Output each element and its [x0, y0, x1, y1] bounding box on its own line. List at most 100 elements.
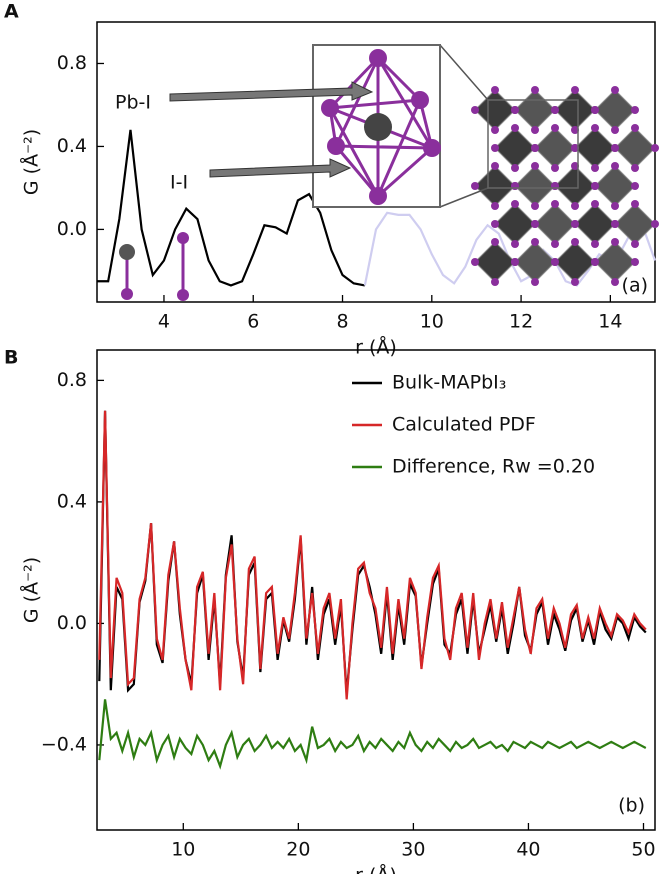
crystal-atom: [591, 200, 599, 208]
crystal-atom: [551, 106, 559, 114]
pb-atom: [119, 244, 135, 260]
crystal-atom: [511, 240, 519, 248]
crystal-atom: [531, 144, 539, 152]
crystal-atom: [491, 238, 499, 246]
crystal-octahedron: [554, 89, 596, 131]
arrow: [169, 81, 374, 102]
crystal-atom: [491, 144, 499, 152]
x-tick-label: 50: [631, 839, 655, 861]
zoom-line: [439, 44, 489, 101]
y-tick-label: −0.4: [41, 733, 87, 755]
crystal-atom: [531, 202, 539, 210]
x-axis-label: r (Å): [355, 336, 397, 359]
crystal-octahedron: [514, 241, 556, 283]
crystal-atom: [471, 258, 479, 266]
crystal-octahedron: [594, 165, 636, 207]
crystal-octahedron: [554, 165, 596, 207]
x-axis-label: r (Å): [355, 864, 397, 874]
crystal-octahedron: [594, 89, 636, 131]
i-atoms: [321, 49, 441, 205]
legend-label: Calculated PDF: [392, 414, 536, 436]
crystal-octahedron: [514, 165, 556, 207]
x-tick-label: 14: [598, 311, 622, 333]
crystal-octahedron: [614, 203, 656, 245]
series-line: [98, 410, 647, 700]
crystal-atom: [611, 278, 619, 286]
crystal-atom: [631, 258, 639, 266]
crystal-atom: [591, 258, 599, 266]
legend-label: Bulk-MAPbI₃: [392, 372, 506, 394]
crystal-atom: [511, 164, 519, 172]
crystal-atom: [651, 220, 659, 228]
crystal-atom: [551, 182, 559, 190]
crystal-atom: [531, 126, 539, 134]
crystal-atom: [531, 238, 539, 246]
annotation: I-I: [170, 172, 188, 194]
crystal-atom: [511, 124, 519, 132]
crystal-atom: [531, 162, 539, 170]
crystal-atom: [491, 126, 499, 134]
crystal-atom: [571, 278, 579, 286]
crystal-octahedron: [534, 203, 576, 245]
crystal-octahedron: [474, 165, 516, 207]
panel-label: A: [4, 1, 19, 23]
i-atom: [177, 232, 189, 244]
crystal-atom: [511, 182, 519, 190]
crystal-atom: [631, 164, 639, 172]
crystal-atom: [471, 182, 479, 190]
annotation: Pb-I: [115, 92, 151, 114]
panel-label: B: [4, 347, 18, 369]
crystal-atom: [591, 182, 599, 190]
x-tick-label: 12: [509, 311, 533, 333]
crystal-octahedron: [514, 89, 556, 131]
plot-frame: [96, 21, 656, 303]
x-tick-label: 20: [286, 839, 310, 861]
y-tick-label: 0.0: [57, 612, 87, 634]
crystal-atom: [591, 106, 599, 114]
crystal-atom: [571, 86, 579, 94]
crystal-atom: [571, 162, 579, 170]
crystal-atom: [631, 106, 639, 114]
y-tick-label: 0.8: [57, 369, 87, 391]
crystal-atom: [531, 86, 539, 94]
y-tick-label: 0.4: [57, 490, 87, 512]
crystal-atom: [511, 258, 519, 266]
x-tick-label: 10: [420, 311, 444, 333]
crystal-atom: [631, 124, 639, 132]
i-atom: [177, 289, 189, 301]
crystal-atom: [511, 200, 519, 208]
crystal-atom: [631, 182, 639, 190]
crystal-atom: [491, 86, 499, 94]
crystal-atom: [611, 144, 619, 152]
crystal-octahedron: [574, 203, 616, 245]
plot-frame: [96, 349, 656, 831]
x-tick-label: 4: [158, 311, 170, 333]
crystal-atom: [491, 162, 499, 170]
crystal-atom: [631, 240, 639, 248]
crystal-atom: [511, 106, 519, 114]
crystal-atom: [531, 220, 539, 228]
crystal-atom: [491, 220, 499, 228]
series-line: [98, 410, 647, 694]
legend-label: Difference, Rw =0.20: [392, 456, 595, 478]
crystal-atom: [571, 126, 579, 134]
annotation: (a): [622, 275, 648, 297]
crystal-atom: [591, 164, 599, 172]
x-tick-label: 30: [401, 839, 425, 861]
crystal-atom: [471, 106, 479, 114]
crystal-atom: [551, 200, 559, 208]
structure-overlay: [119, 44, 659, 301]
crystal-octahedron: [474, 89, 516, 131]
crystal-atom: [571, 202, 579, 210]
crystal-atom: [551, 124, 559, 132]
crystal-octahedron: [574, 127, 616, 169]
x-tick-label: 40: [516, 839, 540, 861]
crystal-atom: [591, 124, 599, 132]
crystal-atom: [551, 258, 559, 266]
crystal-atom: [611, 202, 619, 210]
crystal-atom: [611, 126, 619, 134]
x-tick-label: 6: [247, 311, 259, 333]
crystal-octahedron: [554, 241, 596, 283]
crystal-atom: [531, 278, 539, 286]
crystal-atom: [611, 238, 619, 246]
